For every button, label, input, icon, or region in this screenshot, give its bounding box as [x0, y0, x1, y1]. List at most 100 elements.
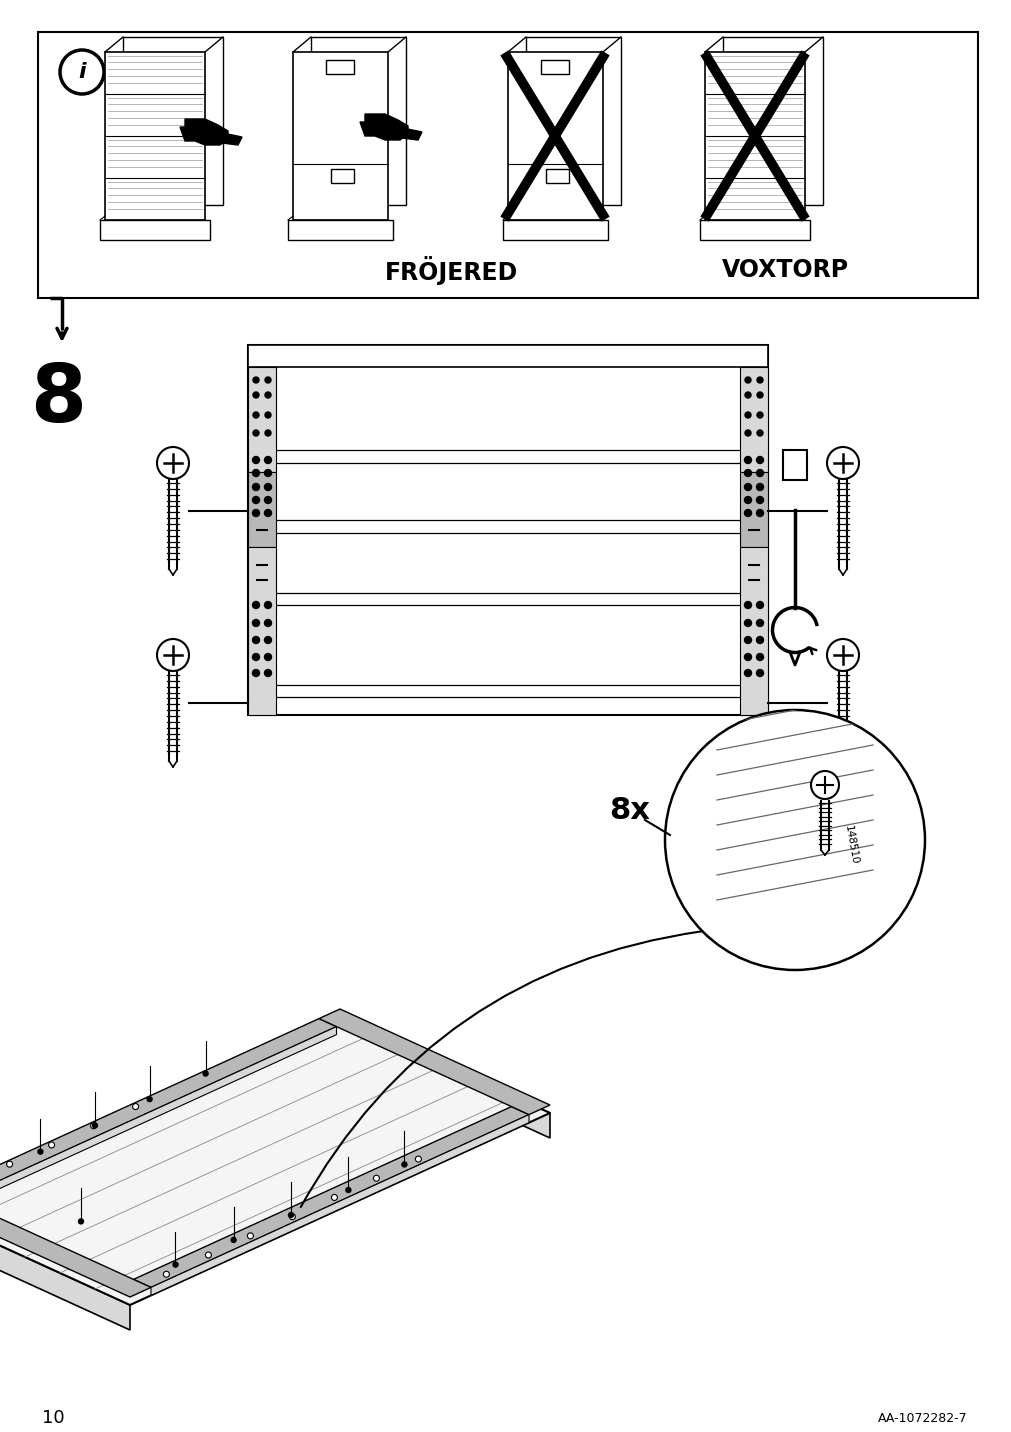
Circle shape: [288, 1213, 293, 1217]
Text: 148510: 148510: [842, 825, 859, 865]
Bar: [700, 221, 809, 241]
Circle shape: [744, 392, 750, 398]
Circle shape: [756, 601, 762, 609]
Polygon shape: [360, 115, 407, 140]
Circle shape: [265, 392, 271, 398]
Circle shape: [253, 653, 259, 660]
Circle shape: [401, 1161, 406, 1167]
Bar: [722, 37, 822, 205]
Circle shape: [132, 1104, 139, 1110]
Circle shape: [744, 653, 751, 660]
Circle shape: [253, 510, 259, 517]
Circle shape: [264, 484, 271, 491]
Circle shape: [744, 412, 750, 418]
Circle shape: [744, 636, 751, 643]
Text: FRÖJERED: FRÖJERED: [385, 255, 518, 285]
Circle shape: [253, 412, 259, 418]
Bar: [248, 345, 767, 367]
Circle shape: [756, 670, 762, 676]
Circle shape: [744, 497, 751, 504]
Circle shape: [415, 1156, 421, 1161]
Circle shape: [264, 457, 271, 464]
Circle shape: [756, 412, 762, 418]
Circle shape: [744, 377, 750, 382]
Bar: [105, 52, 205, 221]
Circle shape: [264, 620, 271, 627]
Circle shape: [231, 1237, 236, 1243]
Circle shape: [147, 1097, 152, 1101]
Circle shape: [756, 653, 762, 660]
Circle shape: [756, 497, 762, 504]
Circle shape: [744, 470, 751, 477]
Circle shape: [264, 636, 271, 643]
Circle shape: [7, 1161, 12, 1167]
Circle shape: [253, 392, 259, 398]
Circle shape: [264, 510, 271, 517]
Circle shape: [253, 470, 259, 477]
Circle shape: [163, 1272, 169, 1277]
Circle shape: [346, 1187, 351, 1193]
Circle shape: [157, 639, 189, 672]
Polygon shape: [217, 132, 242, 145]
Bar: [739, 367, 767, 473]
Polygon shape: [151, 1114, 529, 1296]
Circle shape: [264, 670, 271, 676]
Polygon shape: [397, 127, 422, 140]
Bar: [541, 60, 568, 74]
Bar: [248, 547, 276, 715]
Circle shape: [373, 1176, 379, 1181]
Circle shape: [253, 484, 259, 491]
Circle shape: [664, 710, 924, 969]
Bar: [739, 547, 767, 715]
Bar: [705, 52, 804, 221]
Polygon shape: [133, 1107, 529, 1287]
Polygon shape: [0, 1017, 549, 1305]
Circle shape: [205, 1252, 211, 1259]
Circle shape: [265, 430, 271, 435]
Circle shape: [756, 470, 762, 477]
Circle shape: [253, 457, 259, 464]
Circle shape: [265, 377, 271, 382]
Circle shape: [756, 636, 762, 643]
Bar: [248, 473, 276, 547]
Circle shape: [826, 639, 858, 672]
Polygon shape: [0, 1018, 337, 1200]
Bar: [293, 52, 387, 221]
Polygon shape: [340, 1017, 549, 1138]
Bar: [248, 345, 767, 715]
Polygon shape: [0, 1191, 151, 1297]
Circle shape: [37, 1148, 42, 1154]
Circle shape: [744, 510, 751, 517]
Bar: [526, 37, 621, 205]
Circle shape: [253, 430, 259, 435]
Polygon shape: [0, 1017, 340, 1234]
Circle shape: [203, 1071, 208, 1075]
Circle shape: [756, 430, 762, 435]
Bar: [38, 32, 977, 298]
Circle shape: [744, 430, 750, 435]
Bar: [100, 221, 210, 241]
Circle shape: [60, 50, 104, 95]
Circle shape: [756, 510, 762, 517]
Circle shape: [264, 601, 271, 609]
Circle shape: [253, 670, 259, 676]
Bar: [739, 473, 767, 547]
Circle shape: [264, 653, 271, 660]
Text: 8x: 8x: [609, 796, 650, 825]
Circle shape: [756, 392, 762, 398]
Circle shape: [810, 770, 838, 799]
Circle shape: [289, 1214, 295, 1220]
Circle shape: [79, 1219, 84, 1224]
Bar: [783, 450, 806, 480]
Circle shape: [253, 636, 259, 643]
Circle shape: [49, 1141, 55, 1148]
Circle shape: [253, 497, 259, 504]
Text: i: i: [78, 62, 86, 82]
Circle shape: [253, 601, 259, 609]
Circle shape: [756, 484, 762, 491]
Bar: [546, 169, 568, 183]
Circle shape: [756, 377, 762, 382]
Polygon shape: [318, 1010, 549, 1114]
Circle shape: [756, 620, 762, 627]
Polygon shape: [0, 1209, 129, 1330]
